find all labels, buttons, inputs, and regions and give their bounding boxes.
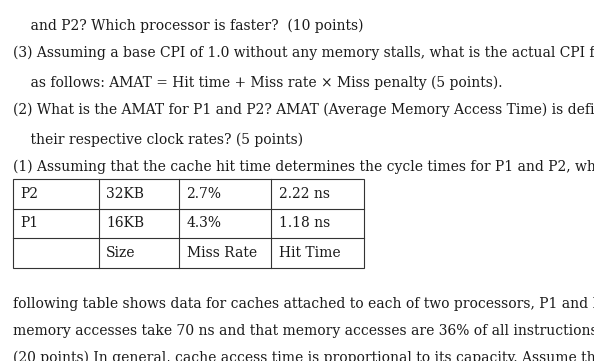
Bar xyxy=(13,179,364,268)
Text: Hit Time: Hit Time xyxy=(279,246,340,260)
Text: as follows: AMAT = Hit time + Miss rate × Miss penalty (5 points).: as follows: AMAT = Hit time + Miss rate … xyxy=(13,75,503,90)
Text: (1) Assuming that the cache hit time determines the cycle times for P1 and P2, w: (1) Assuming that the cache hit time det… xyxy=(13,159,594,174)
Text: P2: P2 xyxy=(20,187,38,201)
Text: Miss Rate: Miss Rate xyxy=(187,246,257,260)
Text: and P2? Which processor is faster?  (10 points): and P2? Which processor is faster? (10 p… xyxy=(13,18,364,33)
Text: 2.22 ns: 2.22 ns xyxy=(279,187,330,201)
Text: (3) Assuming a base CPI of 1.0 without any memory stalls, what is the actual CPI: (3) Assuming a base CPI of 1.0 without a… xyxy=(13,45,594,60)
Text: 4.3%: 4.3% xyxy=(187,217,222,230)
Text: 2.7%: 2.7% xyxy=(187,187,222,201)
Text: 1.18 ns: 1.18 ns xyxy=(279,217,330,230)
Text: 32KB: 32KB xyxy=(106,187,144,201)
Text: memory accesses take 70 ns and that memory accesses are 36% of all instructions.: memory accesses take 70 ns and that memo… xyxy=(13,324,594,338)
Text: Size: Size xyxy=(106,246,136,260)
Text: (2) What is the AMAT for P1 and P2? AMAT (Average Memory Access Time) is defined: (2) What is the AMAT for P1 and P2? AMAT… xyxy=(13,103,594,117)
Text: (20 points) In general, cache access time is proportional to its capacity. Assum: (20 points) In general, cache access tim… xyxy=(13,351,594,361)
Text: their respective clock rates? (5 points): their respective clock rates? (5 points) xyxy=(13,132,303,147)
Text: 16KB: 16KB xyxy=(106,217,144,230)
Text: P1: P1 xyxy=(20,217,39,230)
Text: following table shows data for caches attached to each of two processors, P1 and: following table shows data for caches at… xyxy=(13,297,594,311)
